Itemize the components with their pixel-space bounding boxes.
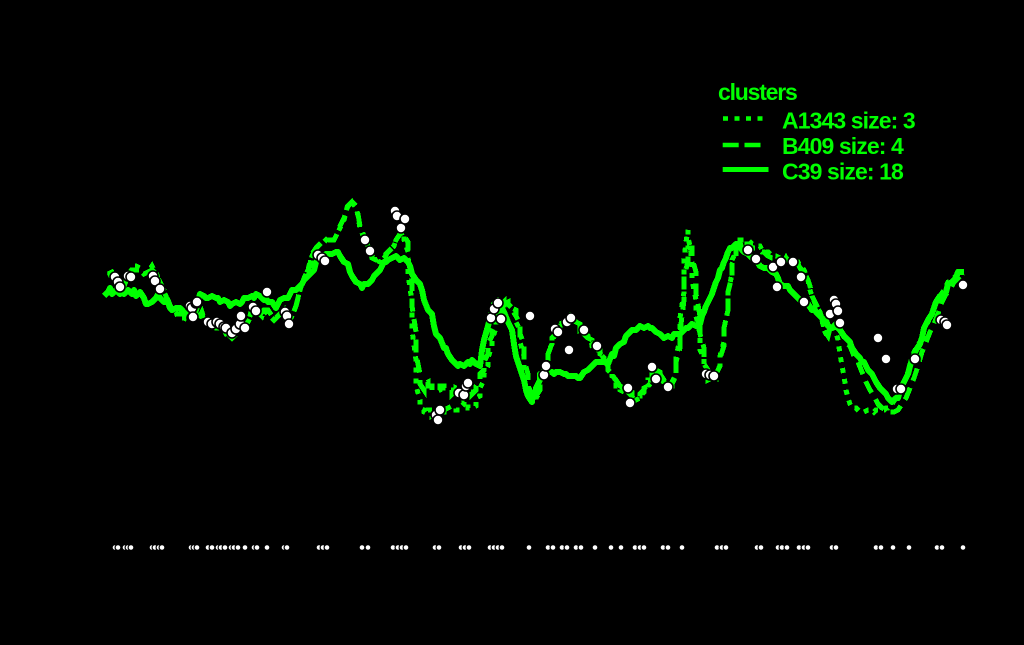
svg-text:clusters: clusters: [718, 79, 797, 105]
svg-text:B409 size: 4: B409 size: 4: [782, 133, 904, 159]
svg-text:A1343 size: 3: A1343 size: 3: [782, 108, 915, 134]
svg-text:C39 size: 18: C39 size: 18: [782, 159, 904, 185]
